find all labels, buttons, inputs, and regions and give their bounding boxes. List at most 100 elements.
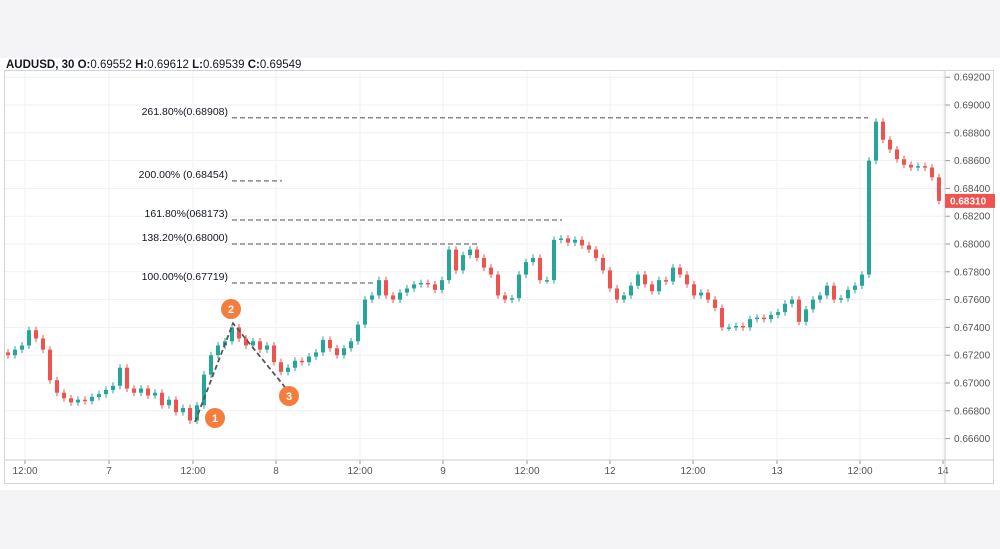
candle-down: [41, 338, 45, 350]
candle-up: [167, 399, 171, 406]
candle-up: [440, 280, 444, 290]
y-tick-label: 0.67200: [954, 351, 991, 362]
candle-down: [706, 292, 710, 300]
candle-up: [370, 295, 374, 300]
y-tick-label: 0.67800: [954, 267, 991, 278]
candle-down: [475, 249, 479, 258]
x-tick-label: 12:00: [180, 466, 205, 477]
candle-up: [531, 257, 535, 263]
candle-up: [559, 238, 563, 240]
candle-down: [489, 267, 493, 275]
point-marker-2[interactable]: [221, 299, 241, 319]
x-tick-label: 13: [771, 466, 783, 477]
candle-up: [853, 285, 857, 290]
candle-up: [867, 160, 871, 275]
candle-up: [636, 274, 640, 286]
point-marker-3[interactable]: [279, 386, 299, 406]
fib-level-label: 100.00%(0.67719): [142, 271, 228, 283]
x-tick-label: 14: [937, 466, 949, 477]
candle-up: [349, 341, 353, 349]
candle-up: [818, 295, 822, 300]
candle-up: [216, 345, 220, 356]
candle-down: [587, 245, 591, 250]
candle-down: [888, 139, 892, 150]
candle-up: [265, 345, 269, 350]
candle-up: [286, 367, 290, 372]
candle-down: [664, 280, 668, 282]
candle-up: [727, 327, 731, 329]
candle-down: [132, 388, 136, 393]
candle-up: [804, 309, 808, 322]
candle-down: [902, 159, 906, 165]
open-label: O:: [77, 59, 91, 71]
candle-up: [846, 289, 850, 299]
candle-up: [104, 389, 108, 395]
candle-up: [573, 239, 577, 243]
candle-down: [55, 380, 59, 393]
candle-up: [748, 319, 752, 328]
y-tick-label: 0.68000: [954, 240, 991, 251]
candle-down: [741, 326, 745, 328]
candle-up: [811, 299, 815, 310]
candle-up: [76, 399, 80, 403]
y-tick-label: 0.68800: [954, 128, 991, 139]
candle-up: [398, 292, 402, 300]
candle-up: [860, 274, 864, 286]
high-value: 0.69612: [147, 59, 189, 71]
candle-up: [776, 312, 780, 315]
candle-down: [797, 299, 801, 322]
candle-down: [433, 284, 437, 290]
candle-down: [762, 317, 766, 320]
candle-down: [237, 327, 241, 339]
candle-down: [125, 367, 129, 389]
candle-down: [615, 288, 619, 300]
candle-up: [356, 324, 360, 342]
chart-panel: [0, 58, 1000, 490]
candle-down: [328, 339, 332, 349]
x-tick-label: 12:00: [12, 466, 37, 477]
candle-down: [580, 239, 584, 246]
low-value: 0.69539: [202, 59, 245, 71]
x-tick-label: 7: [106, 466, 112, 477]
candle-up: [671, 267, 675, 282]
candle-down: [895, 149, 899, 160]
candle-down: [34, 330, 38, 339]
candle-up: [622, 295, 626, 300]
candle-up: [657, 280, 661, 292]
candle-down: [909, 164, 913, 168]
candle-down: [83, 399, 87, 402]
candle-up: [230, 327, 234, 342]
candle-down: [503, 295, 507, 300]
chart-frame: [4, 70, 994, 484]
y-tick-label: 0.66600: [954, 434, 991, 445]
candle-down: [937, 177, 941, 201]
candle-down: [160, 392, 164, 406]
candle-up: [755, 317, 759, 320]
candle-down: [930, 167, 934, 178]
candle-up: [699, 292, 703, 296]
candle-up: [825, 285, 829, 296]
candle-down: [685, 274, 689, 285]
point-marker-label: 1: [212, 413, 218, 425]
y-tick-label: 0.68400: [954, 184, 991, 195]
y-tick-label: 0.69000: [954, 101, 991, 112]
x-tick-label: 12:00: [680, 466, 705, 477]
candle-down: [426, 282, 430, 285]
candle-down: [62, 392, 66, 399]
candle-down: [482, 257, 486, 268]
candle-up: [153, 392, 157, 396]
candle-up: [468, 249, 472, 256]
candle-down: [594, 249, 598, 258]
point-marker-label: 3: [286, 391, 292, 403]
candle-up: [377, 280, 381, 296]
x-tick-label: 8: [273, 466, 279, 477]
point-marker-1[interactable]: [205, 408, 225, 428]
candle-down: [608, 270, 612, 289]
current-price-label: 0.68310: [950, 196, 987, 207]
close-value: 0.69549: [259, 59, 302, 71]
candle-up: [342, 348, 346, 356]
symbol-label: AUDUSD, 30: [6, 59, 75, 71]
candle-up: [405, 288, 409, 293]
candle-down: [279, 362, 283, 372]
